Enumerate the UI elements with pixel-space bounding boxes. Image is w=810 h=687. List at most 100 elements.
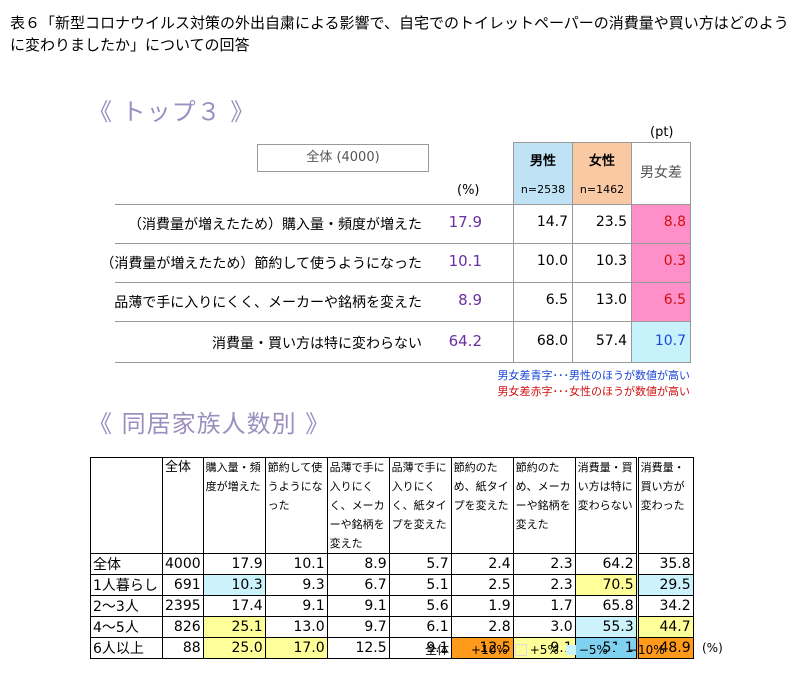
cell: 25.0	[202, 637, 266, 659]
cell: 5.7	[388, 553, 452, 575]
page-title: 表６「新型コロナウイルス対策の外出自粛による影響で、自宅でのトイレットペーパーの…	[10, 14, 789, 54]
cell: 9.1	[264, 595, 328, 617]
row-diff-1: 8.8	[663, 214, 686, 230]
row-diff-4: 10.7	[654, 333, 686, 349]
cell: 17.0	[264, 637, 328, 659]
legend-label-minus5: −5%	[578, 642, 608, 657]
cell: 25.1	[202, 616, 266, 638]
total-box: 全体 (4000)	[257, 144, 429, 172]
male-header: 男性 n=2538	[514, 142, 572, 204]
row-label-4-5: 4〜5人	[90, 616, 163, 638]
cell: 17.9	[202, 553, 266, 575]
cell: 3.0	[512, 616, 576, 638]
cell: 9.3	[264, 574, 328, 596]
note-red: 男女差赤字･･･女性のほうが数値が高い	[497, 385, 691, 398]
row-total-4: 64.2	[448, 332, 482, 350]
row-male-2: 10.0	[536, 253, 568, 269]
row-male-3: 6.5	[545, 292, 568, 308]
cell: 55.3	[574, 616, 639, 638]
female-header: 女性 n=1462	[573, 142, 631, 204]
unit-percent: (%)	[457, 183, 480, 198]
cell: 70.5	[574, 574, 639, 596]
cell: 6.1	[388, 616, 452, 638]
cell: 5.6	[388, 595, 452, 617]
cell: 1.7	[512, 595, 576, 617]
row-total-1: 17.9	[448, 213, 482, 231]
row-label-1: （消費量が増えたため）購入量・頻度が増えた	[128, 217, 422, 233]
cell: 10.1	[264, 553, 328, 575]
row-female-1: 23.5	[595, 214, 627, 230]
row-n-4-5: 826	[162, 616, 204, 638]
col-header-6: 節約のため、メーカーや銘柄を変えた	[512, 457, 576, 554]
legend-swatch-minus5	[565, 644, 576, 655]
cell: 29.5	[636, 574, 694, 596]
col-header-3: 品薄で手に入りにくく、メーカーや銘柄を変えた	[326, 457, 390, 554]
row-label-6plus: 6人以上	[90, 637, 163, 659]
cell: 2.4	[450, 553, 514, 575]
row-label-4: 消費量・買い方は特に変わらない	[212, 336, 422, 352]
row-n-6plus: 88	[162, 637, 204, 659]
row-label-total: 全体	[90, 553, 163, 575]
legend-label-plus5: +5%	[529, 642, 559, 657]
section-heading-top3: 《 トップ３ 》	[88, 98, 256, 126]
legend-swatch-plus5	[514, 643, 527, 656]
cell: 17.4	[202, 595, 266, 617]
cell: 8.9	[326, 553, 390, 575]
cell: 13.0	[264, 616, 328, 638]
diff-cell-bg-2	[632, 244, 690, 282]
cell: 2.3	[512, 553, 576, 575]
row-n-2-3: 2395	[162, 595, 204, 617]
cell: 9.1	[512, 637, 576, 659]
cell: 1.9	[450, 595, 514, 617]
cell: 64.2	[574, 553, 639, 575]
col-header-4: 品薄で手に入りにくく、紙タイプを変えた	[388, 457, 452, 554]
row-label-2: （消費量が増えたため）節約して使うようになった	[100, 256, 422, 272]
cell: 9.1	[326, 595, 390, 617]
cell: 44.7	[636, 616, 694, 638]
row-label-2-3: 2〜3人	[90, 595, 163, 617]
legend-prefix: 全体	[425, 643, 450, 657]
diff-header: 男女差	[640, 165, 682, 181]
female-n: n=1462	[579, 183, 625, 196]
cell: 2.5	[450, 574, 514, 596]
diff-cell-bg-3	[632, 283, 690, 321]
female-label: 女性	[588, 154, 615, 169]
cell: 9.7	[326, 616, 390, 638]
household-table: 全体 購入量・頻度が増えた 節約して使うようになった 品薄で手に入りにくく、メー…	[90, 457, 694, 659]
legend-label-plus10: +10%	[471, 642, 508, 657]
legend-label-minus10: −10%	[627, 642, 665, 657]
note-blue: 男女差青字･･･男性のほうが数値が高い	[497, 369, 691, 382]
cell: 48.9	[636, 637, 694, 659]
section-heading-household: 《 同居家族人数別 》	[88, 410, 331, 438]
row-female-3: 13.0	[595, 292, 627, 308]
cell: 2.8	[450, 616, 514, 638]
col-header-n: 全体	[162, 457, 204, 554]
row-total-3: 8.9	[458, 291, 482, 309]
cell: 6.7	[326, 574, 390, 596]
row-n-total: 4000	[162, 553, 204, 575]
cell: 10.3	[202, 574, 266, 596]
legend-unit: (%)	[702, 641, 723, 655]
male-label: 男性	[529, 154, 556, 169]
corner-cell	[90, 457, 163, 554]
diff-cell-bg-4	[632, 322, 690, 362]
cell: 34.2	[636, 595, 694, 617]
row-diff-3: 6.5	[663, 292, 686, 308]
cell: 12.5	[326, 637, 390, 659]
row-female-2: 10.3	[595, 253, 627, 269]
cell: 35.8	[636, 553, 694, 575]
diff-cell-bg-1	[632, 205, 690, 243]
row-total-2: 10.1	[448, 252, 482, 270]
row-n-single: 691	[162, 574, 204, 596]
cell: 5.1	[388, 574, 452, 596]
cell: 2.3	[512, 574, 576, 596]
col-header-2: 節約して使うようになった	[264, 457, 328, 554]
cell: 65.8	[574, 595, 639, 617]
col-header-7: 消費量・買い方は特に変わらない	[574, 457, 639, 554]
col-header-5: 節約のため、紙タイプを変えた	[450, 457, 514, 554]
household-table-wrap: 全体 購入量・頻度が増えた 節約して使うようになった 品薄で手に入りにくく、メー…	[90, 457, 694, 659]
row-male-1: 14.7	[536, 214, 568, 230]
row-label-3: 品薄で手に入りにくく、メーカーや銘柄を変えた	[114, 295, 422, 311]
unit-pt: (pt)	[650, 125, 674, 140]
row-male-4: 68.0	[536, 333, 568, 349]
